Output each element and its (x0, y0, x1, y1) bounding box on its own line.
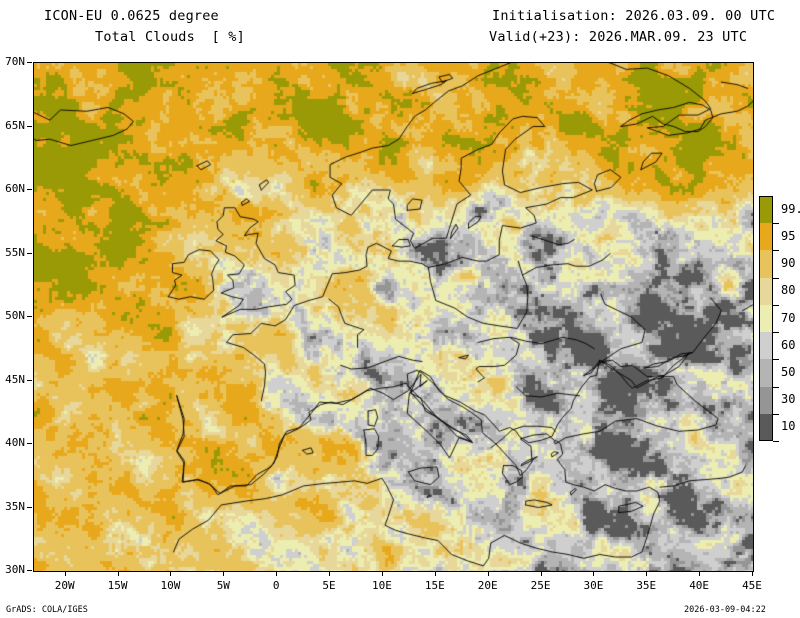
x-axis-label: 15W (107, 579, 128, 592)
colorbar-segment (759, 223, 773, 251)
colorbar-segment (759, 304, 773, 333)
x-tickmark (434, 571, 436, 576)
colorbar-tickmark (773, 277, 779, 279)
x-axis-label: 5W (216, 579, 230, 592)
y-axis-label: 65N (5, 118, 25, 132)
x-axis-label: 45E (742, 579, 762, 592)
x-tickmark (64, 571, 66, 576)
colorbar-tickmark (773, 359, 779, 361)
y-axis-label: 40N (5, 436, 25, 449)
colorbar-tick-label: 30 (781, 392, 796, 407)
y-tickmark (27, 443, 32, 444)
colorbar-segment (759, 386, 773, 414)
colorbar-tick-label: 99.5 (781, 201, 800, 216)
y-axis-label: 30N (5, 563, 25, 576)
field-title: Total Clouds [ %] (95, 29, 245, 45)
x-tickmark (381, 571, 383, 576)
y-axis-label: 35N (5, 499, 25, 513)
x-axis-label: 10E (371, 579, 392, 592)
x-axis-label: 5E (322, 579, 336, 592)
cloud-cover-heatmap (34, 63, 753, 571)
x-tickmark (329, 571, 331, 576)
y-axis-label: 45N (5, 372, 25, 386)
colorbar-tick-label: 80 (781, 283, 796, 298)
initialisation-time: Initialisation: 2026.03.09. 00 UTC (492, 8, 776, 24)
colorbar-segment (759, 196, 773, 224)
colorbar-tickmark (773, 386, 779, 388)
colorbar-segment (759, 332, 773, 360)
y-tickmark (27, 506, 32, 508)
x-tickmark (117, 571, 119, 576)
x-axis-label: 0 (272, 579, 280, 592)
chart-header: ICON-EU 0.0625 degree Total Clouds [ %] … (0, 0, 800, 56)
grads-credit: GrADS: COLA/IGES (6, 605, 88, 615)
x-tickmark (487, 571, 489, 576)
colorbar (759, 196, 773, 441)
x-axis-label: 25E (530, 579, 551, 592)
colorbar-tick-label: 60 (781, 337, 796, 352)
colorbar-tickmark (773, 332, 779, 334)
x-tickmark (276, 571, 278, 576)
colorbar-tickmark (773, 223, 779, 225)
generation-time: 2026-03-09-04:22 (684, 605, 766, 615)
x-tickmark (699, 571, 701, 576)
y-axis-label: 50N (5, 309, 25, 322)
colorbar-tick-label: 70 (781, 310, 796, 325)
colorbar-segment (759, 359, 773, 387)
y-axis-label: 70N (5, 55, 25, 68)
y-tickmark (27, 189, 32, 190)
colorbar-segment (759, 277, 773, 305)
y-tickmark (27, 379, 32, 381)
y-tickmark (27, 125, 32, 127)
colorbar-tickmark (773, 441, 779, 442)
x-tickmark (646, 571, 648, 576)
x-axis-label: 20E (477, 579, 498, 592)
map-plot-area (33, 62, 754, 572)
colorbar-tick-label: 50 (781, 364, 796, 379)
colorbar-tickmark (773, 250, 779, 252)
x-tickmark (170, 571, 172, 576)
x-axis-label: 40E (689, 579, 710, 592)
y-tickmark (27, 570, 32, 571)
y-tickmark (27, 252, 32, 254)
x-axis-label: 20W (54, 579, 75, 592)
valid-time: Valid(+23): 2026.MAR.09. 23 UTC (489, 29, 748, 45)
x-axis-label: 10W (160, 579, 181, 592)
colorbar-tickmark (773, 413, 779, 415)
colorbar-segment (759, 250, 773, 278)
colorbar-tick-label: 95 (781, 228, 796, 243)
colorbar-tick-label: 10 (781, 419, 796, 434)
y-axis-label: 60N (5, 182, 25, 195)
y-tickmark (27, 316, 32, 317)
colorbar-segment (759, 413, 773, 441)
x-tickmark (223, 571, 225, 576)
x-axis-label: 35E (636, 579, 657, 592)
colorbar-tick-label: 90 (781, 256, 796, 271)
y-tickmark (27, 62, 32, 63)
x-tickmark (593, 571, 595, 576)
x-tickmark (752, 571, 753, 576)
x-axis-label: 30E (583, 579, 604, 592)
x-axis-label: 15E (424, 579, 445, 592)
colorbar-tickmark (773, 304, 779, 306)
x-tickmark (540, 571, 542, 576)
y-axis-label: 55N (5, 245, 25, 259)
model-title: ICON-EU 0.0625 degree (44, 8, 219, 24)
